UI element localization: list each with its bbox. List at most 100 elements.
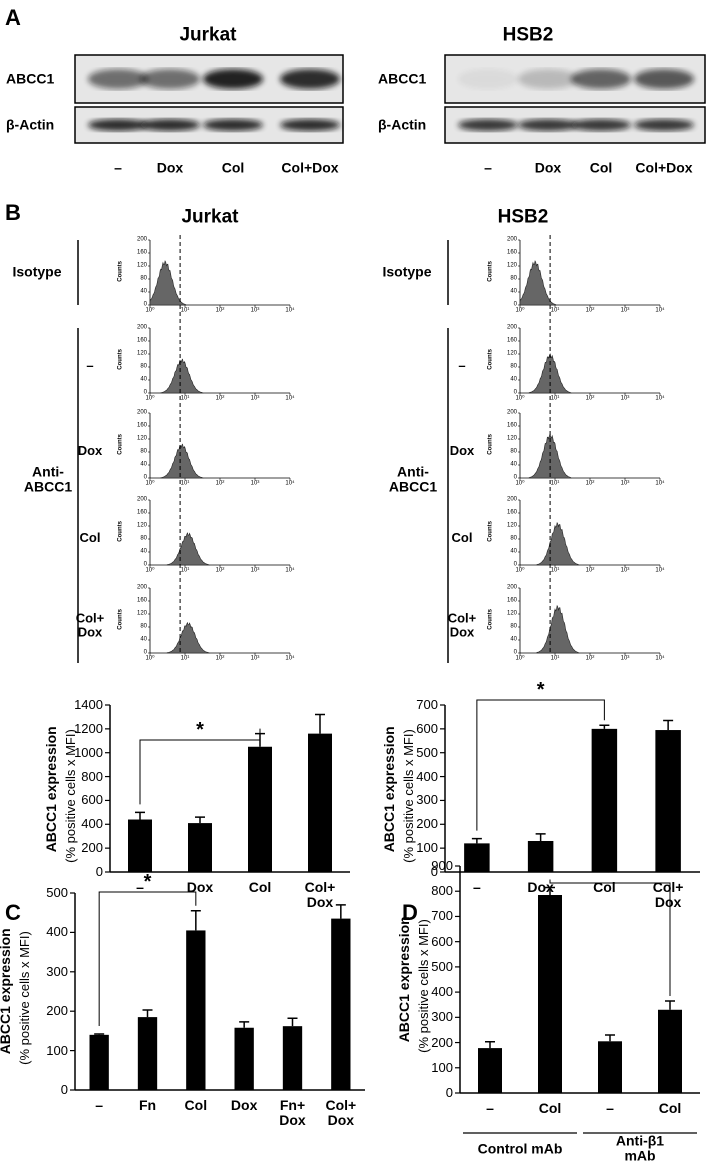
bar — [527, 840, 554, 872]
histogram — [166, 532, 211, 566]
x-tick-label: 10² — [585, 567, 595, 574]
y-tick-label: 100 — [416, 839, 438, 855]
x-tick-label: 10⁰ — [145, 567, 155, 574]
y-tick-label: 700 — [431, 908, 453, 924]
bar — [188, 823, 212, 872]
y-tick-label: 120 — [506, 262, 517, 269]
y-tick-label: 200 — [136, 324, 147, 331]
x-tick-label: 10² — [215, 395, 225, 402]
y-tick-label: 40 — [140, 461, 147, 468]
bar — [655, 730, 681, 872]
y-tick-label: 160 — [506, 597, 517, 604]
x-tick-label: 10⁴ — [655, 395, 665, 402]
axis-label: Counts — [117, 609, 124, 630]
significance-bracket — [476, 699, 605, 831]
histogram — [149, 260, 187, 306]
x-tick-label: 10¹ — [180, 480, 190, 487]
error-bar — [665, 1000, 675, 1010]
x-tick-label: 10² — [585, 395, 595, 402]
error-bar — [663, 719, 674, 731]
lane-label: Dox — [534, 159, 562, 176]
y-tick-label: 160 — [506, 337, 517, 344]
y-tick-label: 200 — [46, 1003, 68, 1019]
bar — [598, 1041, 622, 1093]
significance-label: * — [606, 862, 614, 884]
panel-letter: D — [402, 899, 418, 925]
blot-band — [458, 119, 518, 131]
error-bar — [315, 713, 325, 734]
y-tick-label: 200 — [136, 584, 147, 591]
axis-label: ABCC1 expression — [396, 916, 412, 1043]
y-tick-label: 160 — [136, 422, 147, 429]
y-tick-label: 0 — [445, 1084, 453, 1100]
error-bar — [535, 833, 546, 841]
x-tick-label: 10³ — [250, 480, 260, 487]
y-tick-label: 160 — [136, 337, 147, 344]
x-tick-label: 10³ — [250, 307, 260, 314]
x-tick-label: Dox — [186, 879, 214, 895]
y-tick-label: 120 — [506, 610, 517, 617]
y-tick-label: 600 — [81, 792, 103, 808]
y-tick-label: 400 — [416, 768, 438, 784]
x-tick-label: 10⁴ — [285, 567, 295, 574]
x-tick-label: Dox — [230, 1097, 258, 1113]
y-tick-label: 1000 — [74, 744, 103, 760]
axis-label: Counts — [487, 609, 494, 630]
error-bar — [599, 724, 610, 729]
x-tick-label: 10⁴ — [655, 480, 665, 487]
x-tick-label: 10¹ — [550, 567, 560, 574]
y-tick-label: 80 — [510, 623, 517, 630]
y-tick-label: 600 — [431, 933, 453, 949]
y-tick-label: 120 — [506, 350, 517, 357]
blot-band — [88, 119, 148, 131]
x-tick-label: Fn — [138, 1097, 157, 1113]
y-tick-label: 0 — [60, 1081, 68, 1097]
x-tick-label: 10⁰ — [145, 480, 155, 487]
significance-bracket — [549, 879, 671, 996]
group-label: Anti-β1 mAb — [615, 1132, 665, 1164]
y-tick-label: 100 — [46, 1042, 68, 1058]
histogram — [160, 358, 204, 394]
histogram — [166, 621, 211, 654]
y-tick-label: 1200 — [74, 720, 103, 736]
y-tick-label: 120 — [136, 435, 147, 442]
bar — [478, 1048, 502, 1093]
y-tick-label: 200 — [81, 839, 103, 855]
axis-label: Counts — [117, 349, 124, 370]
axis-label: Counts — [487, 434, 494, 455]
bar — [128, 819, 152, 872]
blot-band — [458, 69, 518, 89]
x-tick-label: 10² — [215, 307, 225, 314]
error-bar — [471, 837, 482, 844]
y-tick-label: 200 — [136, 409, 147, 416]
blot-band — [280, 69, 340, 89]
y-tick-label: 120 — [136, 522, 147, 529]
y-tick-label: 120 — [506, 522, 517, 529]
blot-title: Jurkat — [179, 24, 237, 46]
y-tick-label: 200 — [506, 236, 517, 243]
axis-label: (% positive cells x MFI) — [416, 919, 431, 1053]
y-tick-label: 500 — [416, 744, 438, 760]
x-tick-label: 10¹ — [180, 307, 190, 314]
row-label: Isotype — [12, 263, 62, 280]
lane-label: Col — [221, 159, 245, 176]
x-tick-label: 10³ — [250, 655, 260, 662]
bar — [331, 918, 351, 1090]
axis-label: ABCC1 expression — [0, 928, 13, 1055]
x-tick-label: 10³ — [250, 395, 260, 402]
bar — [464, 843, 490, 872]
y-tick-label: 80 — [140, 363, 147, 370]
error-bar — [239, 1021, 250, 1028]
bar — [308, 733, 332, 872]
x-tick-label: 10⁰ — [515, 655, 525, 662]
axis-label: Counts — [487, 349, 494, 370]
y-tick-label: 200 — [506, 324, 517, 331]
axis-label: (% positive cells x MFI) — [401, 729, 416, 863]
x-tick-label: 10² — [215, 655, 225, 662]
y-tick-label: 160 — [136, 597, 147, 604]
lane-label: Dox — [156, 159, 184, 176]
significance-label: * — [536, 679, 545, 701]
y-tick-label: 160 — [136, 249, 147, 256]
y-tick-label: 1400 — [74, 696, 103, 712]
